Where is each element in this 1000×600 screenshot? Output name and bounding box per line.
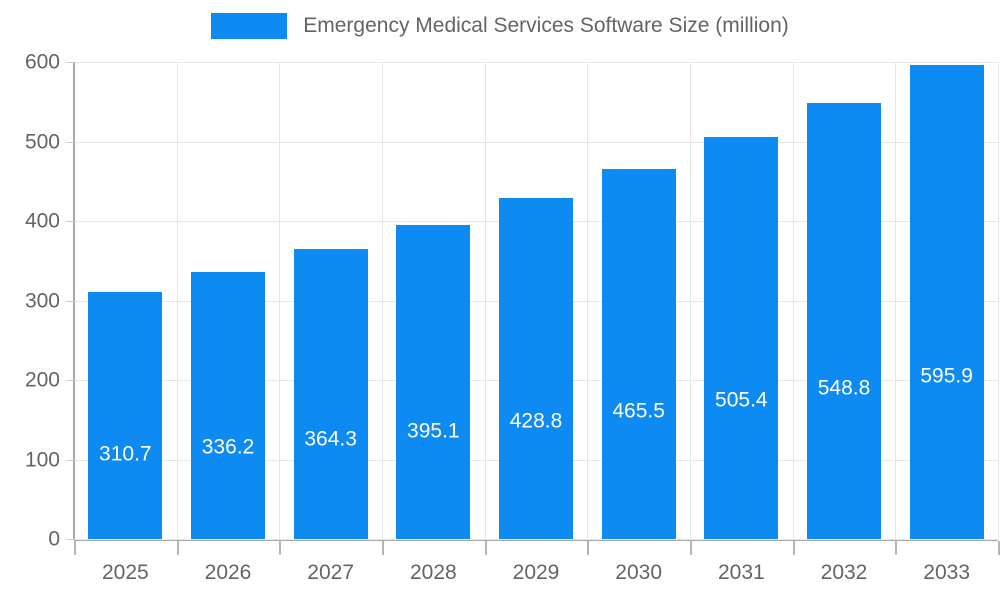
gridline-vertical [793,62,794,539]
gridline-vertical [895,62,896,539]
x-axis-tick [485,541,487,555]
x-axis-tick [74,541,76,555]
bar[interactable] [704,137,779,539]
x-axis-tick-label: 2033 [923,561,971,584]
gridline-vertical [177,62,178,539]
gridline-horizontal [74,62,998,63]
x-axis-tick-label: 2025 [101,561,149,584]
x-axis-tick [279,541,281,555]
x-axis-tick-label: 2027 [307,561,355,584]
bar[interactable] [807,102,881,539]
bar-value-label: 364.3 [304,427,357,451]
y-axis-tick-label: 400 [24,209,60,233]
bar-value-label: 505.4 [715,388,768,412]
y-axis-tick-label: 300 [24,289,60,312]
gridline-horizontal [74,141,998,143]
bar[interactable] [909,65,984,539]
x-axis-tick [177,541,179,555]
legend-item-label: Emergency Medical Services Software Size… [303,14,789,37]
bar-value-label: 336.2 [201,435,255,459]
y-axis-tick-label: 200 [24,368,60,392]
gridline-vertical [485,62,486,539]
bar[interactable] [499,198,573,539]
gridline-horizontal [74,539,998,540]
legend-item-emergency-medical-services-software-size[interactable]: Emergency Medical Services Software Size… [211,13,789,39]
y-axis-tick-label: 600 [24,50,60,74]
x-axis-line [74,539,998,541]
bar-value-label: 428.8 [509,409,563,433]
x-axis-tick-label: 2028 [409,561,457,584]
x-axis-tick [382,541,384,555]
x-axis-tick [690,541,692,555]
x-axis-tick-label: 2032 [820,561,868,584]
chart-legend: Emergency Medical Services Software Size… [0,0,1000,52]
x-axis-tick-label: 2030 [615,561,663,584]
bar-value-label: 395.1 [407,419,460,443]
gridline-vertical [382,62,383,539]
y-axis-tick-label: 100 [24,448,60,471]
gridline-vertical [587,62,588,539]
gridline-vertical [998,62,999,539]
bar[interactable] [88,292,163,539]
bar-value-label: 465.5 [612,399,665,423]
x-axis-tick [587,541,589,555]
x-axis-tick [793,541,795,555]
gridline-vertical [279,62,280,539]
y-axis-tick-label: 500 [24,130,60,153]
bar[interactable] [293,249,368,539]
bar[interactable] [396,224,471,539]
legend-color-swatch-icon [211,13,288,39]
plot-area: 310.7 336.2 364.3 395.1 428.8 465.5 505.4 548.8… [74,62,999,540]
gridline-vertical [690,62,691,539]
bar-value-label: 310.7 [99,442,152,466]
bar-value-label: 595.9 [920,364,973,388]
y-axis-tick-label: 0 [48,527,60,551]
x-axis-tick-label: 2029 [512,561,560,584]
x-axis-tick [895,541,897,555]
bar[interactable] [191,271,265,539]
bar-value-label: 548.8 [817,376,871,400]
bar[interactable] [601,168,676,539]
x-axis-tick-label: 2026 [204,561,252,584]
x-axis-tick-label: 2031 [717,561,765,584]
